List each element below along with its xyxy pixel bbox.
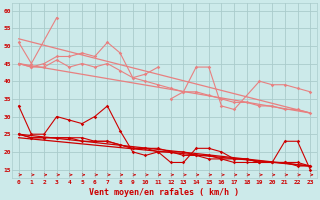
- X-axis label: Vent moyen/en rafales ( km/h ): Vent moyen/en rafales ( km/h ): [90, 188, 239, 197]
